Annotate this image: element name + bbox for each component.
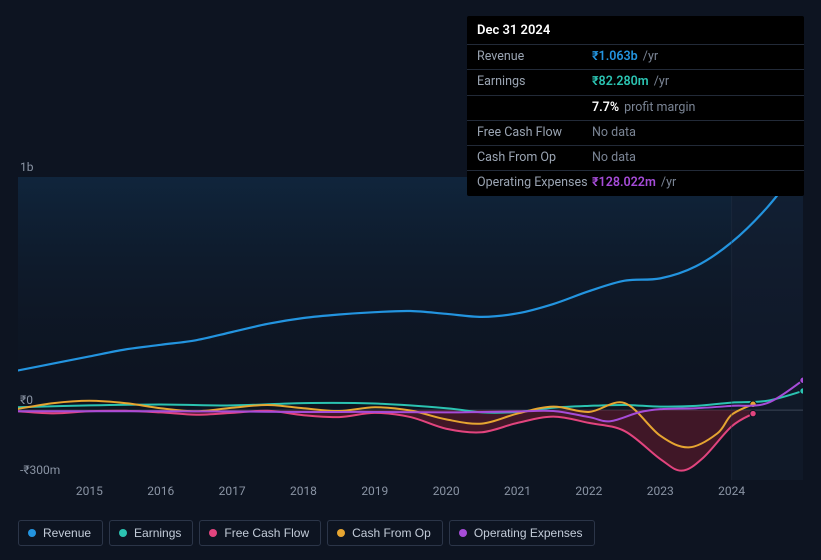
tooltip-row-value: ₹82.280m /yr xyxy=(592,74,794,90)
tooltip-row-label: Revenue xyxy=(477,49,592,65)
tooltip-row: Cash From OpNo data xyxy=(467,145,804,170)
tooltip-row-label: Earnings xyxy=(477,74,592,90)
tooltip-row-label xyxy=(477,100,592,116)
tooltip-row-value: No data xyxy=(592,125,794,141)
legend-label: Cash From Op xyxy=(352,526,431,540)
legend-swatch-icon xyxy=(119,529,127,537)
legend-swatch-icon xyxy=(459,529,467,537)
x-axis-label: 2020 xyxy=(433,484,460,495)
x-axis-label: 2019 xyxy=(361,484,388,495)
tooltip-row: 7.7% profit margin xyxy=(467,95,804,120)
legend-item-cash_from_op[interactable]: Cash From Op xyxy=(327,520,443,546)
tooltip-row-value: No data xyxy=(592,150,794,166)
tooltip-row-value: 7.7% profit margin xyxy=(592,100,794,116)
legend-swatch-icon xyxy=(337,529,345,537)
legend-item-revenue[interactable]: Revenue xyxy=(18,520,103,546)
legend-item-free_cash_flow[interactable]: Free Cash Flow xyxy=(199,520,321,546)
legend-label: Operating Expenses xyxy=(474,526,583,540)
tooltip-row-label: Cash From Op xyxy=(477,150,592,166)
tooltip-row-value: ₹128.022m /yr xyxy=(592,175,794,191)
tooltip-row: Revenue₹1.063b /yr xyxy=(467,44,804,69)
x-axis-label: 2021 xyxy=(504,484,531,495)
legend-label: Revenue xyxy=(43,526,91,540)
legend-item-earnings[interactable]: Earnings xyxy=(109,520,193,546)
financials-line-chart: 1b ₹0 -₹300m 2015 2016 2017 2018 2019 2020 2021 20… xyxy=(18,155,803,495)
x-axis-label: 2024 xyxy=(718,484,745,495)
x-axis-label: 2016 xyxy=(147,484,174,495)
tooltip-row: Earnings₹82.280m /yr xyxy=(467,69,804,94)
tooltip-row-label: Operating Expenses xyxy=(477,175,592,191)
y-axis-label: ₹0 xyxy=(20,393,33,407)
legend-label: Earnings xyxy=(134,526,181,540)
x-axis-label: 2015 xyxy=(76,484,103,495)
legend-swatch-icon xyxy=(209,529,217,537)
chart-legend: Revenue Earnings Free Cash Flow Cash From O… xyxy=(18,520,595,546)
tooltip-row-label: Free Cash Flow xyxy=(477,125,592,141)
legend-swatch-icon xyxy=(28,529,36,537)
x-axis-label: 2018 xyxy=(290,484,317,495)
tooltip-row-value: ₹1.063b /yr xyxy=(592,49,794,65)
tooltip-row: Operating Expenses₹128.022m /yr xyxy=(467,170,804,195)
tooltip-row: Free Cash FlowNo data xyxy=(467,120,804,145)
legend-label: Free Cash Flow xyxy=(224,526,309,540)
chart-tooltip: Dec 31 2024 Revenue₹1.063b /yrEarnings₹8… xyxy=(467,16,804,196)
x-axis-label: 2022 xyxy=(575,484,602,495)
y-axis-label: 1b xyxy=(20,160,34,174)
x-axis-label: 2023 xyxy=(647,484,674,495)
tooltip-date: Dec 31 2024 xyxy=(467,16,804,44)
x-axis-label: 2017 xyxy=(219,484,246,495)
y-axis-label: -₹300m xyxy=(20,463,60,477)
legend-item-operating_expenses[interactable]: Operating Expenses xyxy=(449,520,595,546)
